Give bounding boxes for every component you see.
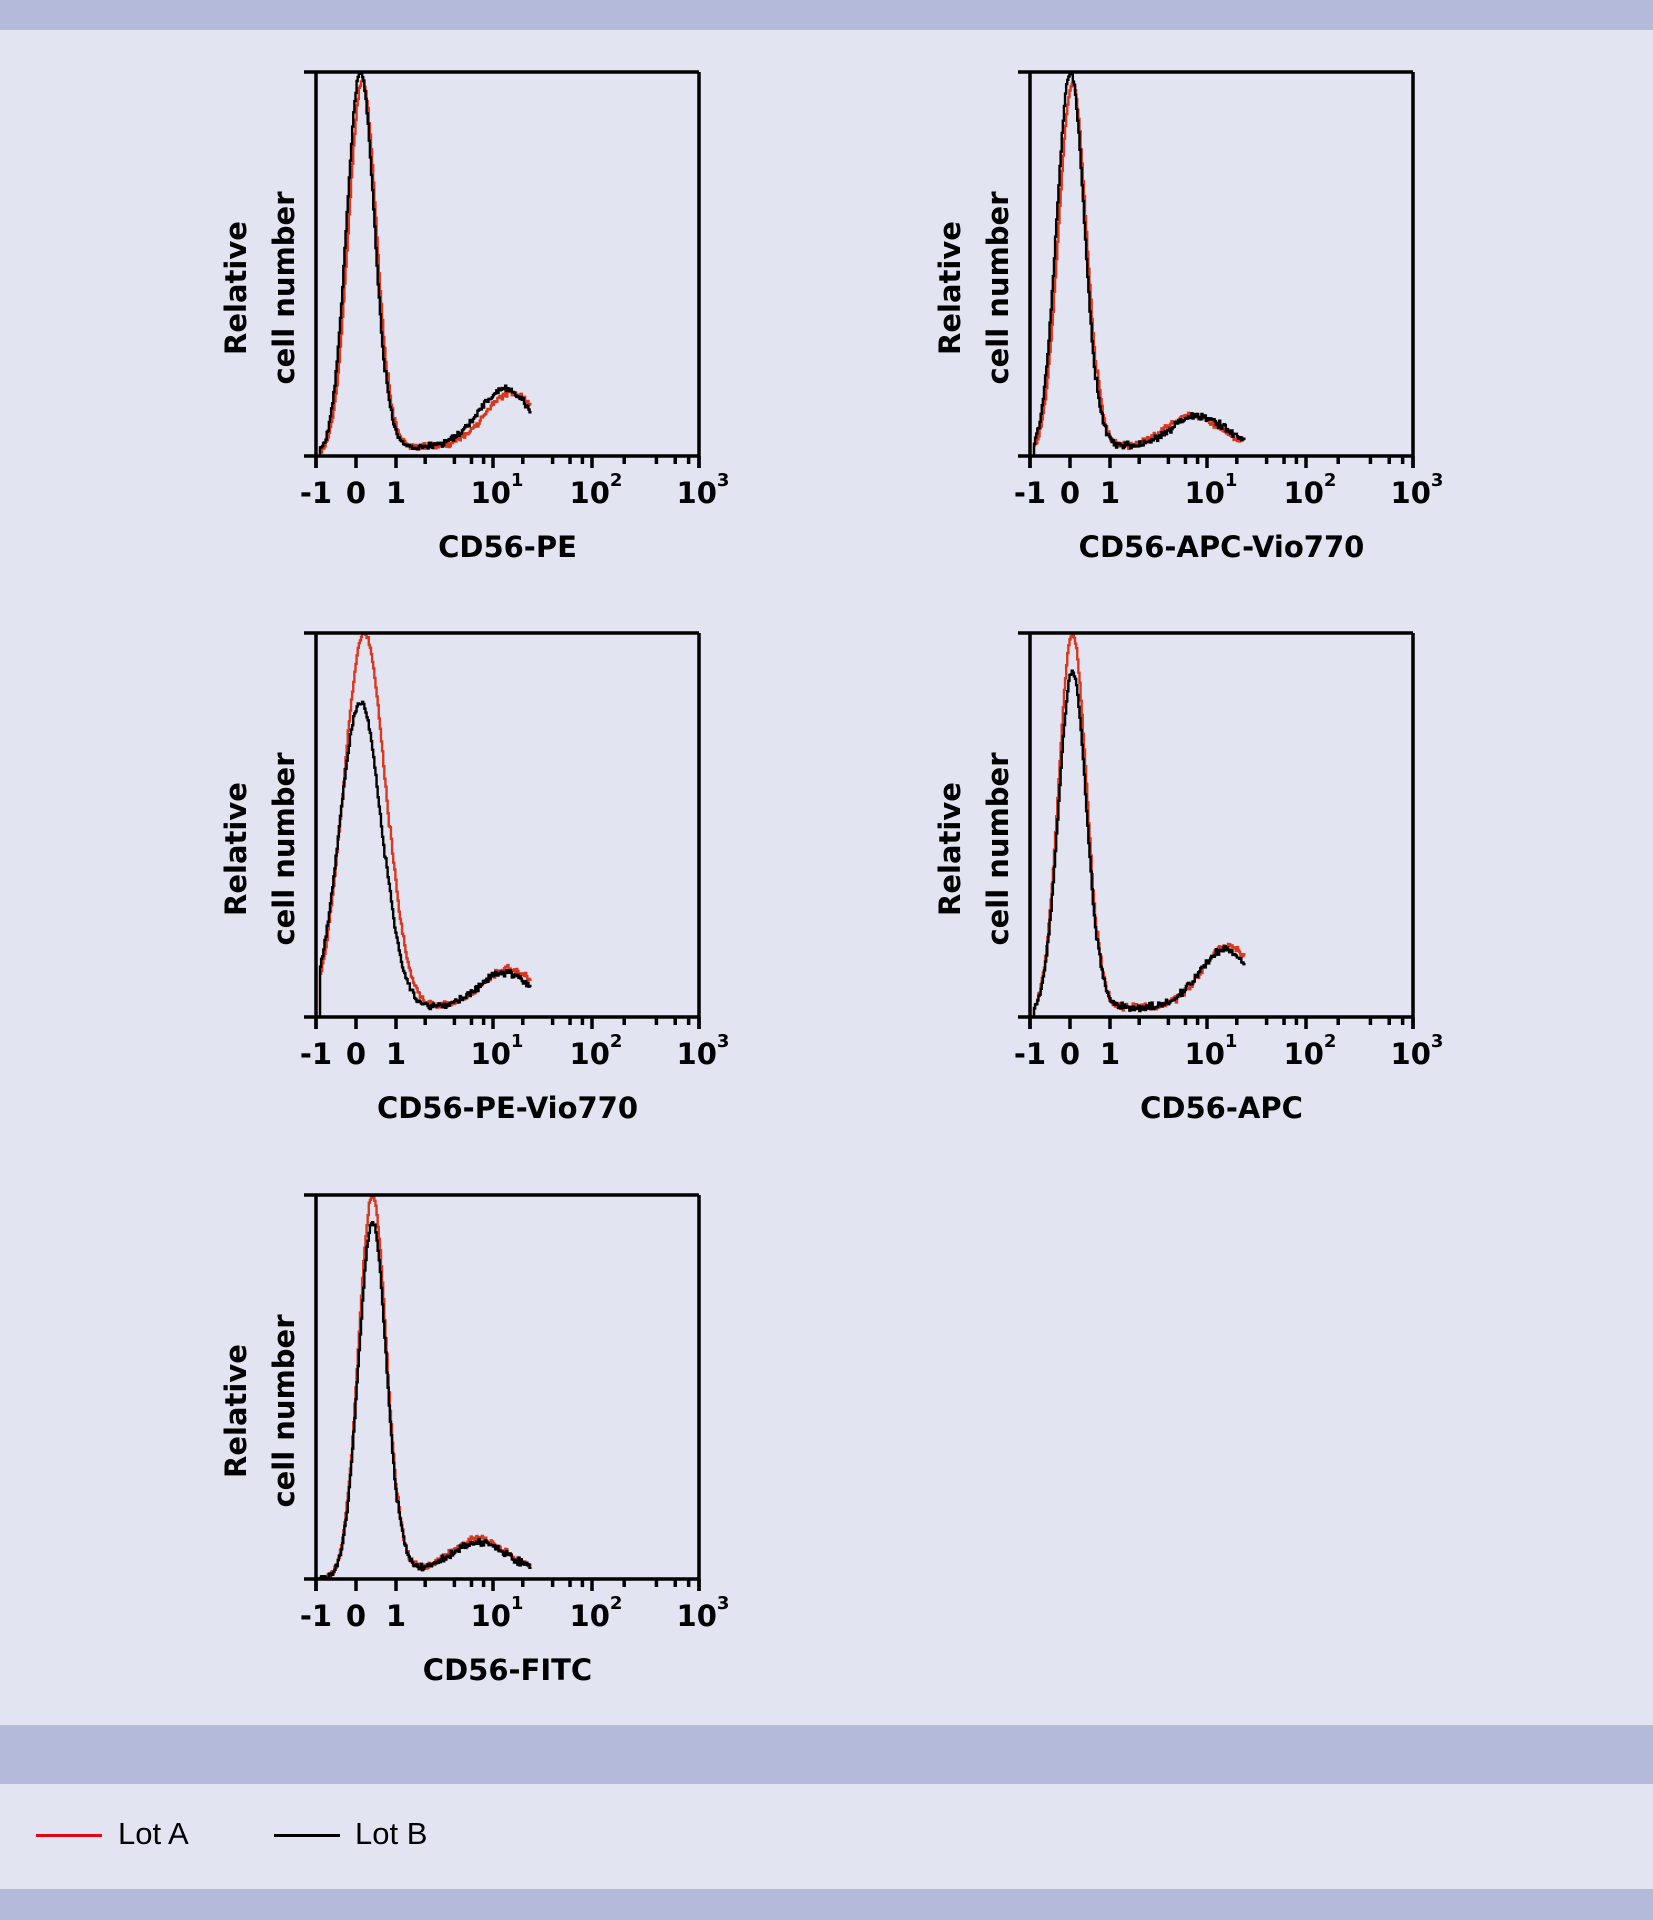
lot-b-histogram: [318, 70, 532, 456]
x-tick-label: -1: [1013, 1037, 1047, 1071]
x-axis-title: CD56-APC: [1140, 1091, 1303, 1125]
x-tick-label: 102: [569, 1031, 623, 1071]
x-axis-title: CD56-PE: [438, 530, 577, 564]
separator-band: [0, 1725, 1653, 1784]
x-tick-label: -1: [1013, 476, 1047, 510]
histogram-plot: [304, 1193, 701, 1591]
lot-a-histogram: [1032, 81, 1246, 456]
header-band: [0, 0, 1653, 30]
x-tick-label: 0: [1059, 476, 1081, 510]
x-tick-label: 103: [676, 1593, 730, 1633]
legend-swatch-red-line-icon: [36, 1834, 102, 1837]
lot-b-histogram: [318, 1220, 532, 1581]
x-axis-title: CD56-APC-Vio770: [1078, 530, 1365, 564]
x-tick-label: 101: [1184, 470, 1238, 510]
lot-a-histogram: [1032, 631, 1246, 1017]
x-tick-label: 101: [470, 1031, 524, 1071]
legend-swatch-black-line-icon: [274, 1834, 340, 1837]
histogram-plot: [304, 631, 701, 1029]
x-tick-label: 1: [1099, 476, 1121, 510]
histogram-cd56-pe: Relative cell number CD56-PE -1 0 1 101 102 1…: [160, 40, 860, 564]
x-tick-label: 102: [569, 1593, 623, 1633]
x-tick-label: 102: [1283, 470, 1337, 510]
legend-label: Lot A: [118, 1816, 189, 1851]
x-tick-label: 103: [676, 470, 730, 510]
x-tick-label: 1: [385, 1037, 407, 1071]
x-tick-label: 1: [1099, 1037, 1121, 1071]
x-tick-label: 0: [345, 1037, 367, 1071]
lot-a-histogram: [318, 78, 532, 456]
x-tick-label: 102: [1283, 1031, 1337, 1071]
lot-a-histogram: [318, 631, 532, 1017]
x-axis-title: CD56-FITC: [422, 1653, 593, 1687]
x-tick-label: 101: [470, 470, 524, 510]
footer-band: [0, 1889, 1653, 1920]
x-tick-label: 0: [345, 1599, 367, 1633]
histogram-plot: [1018, 70, 1415, 468]
histogram-plot: [1018, 631, 1415, 1029]
lot-a-histogram: [320, 1193, 532, 1581]
x-tick-label: 1: [385, 1599, 407, 1633]
lot-b-histogram: [1032, 669, 1246, 1017]
x-tick-label: 103: [1390, 1031, 1444, 1071]
x-tick-label: 103: [676, 1031, 730, 1071]
histogram-cd56-apc-vio770: Relative cell number CD56-APC-Vio770 -1 0…: [874, 40, 1574, 564]
x-tick-label: -1: [299, 476, 333, 510]
x-tick-label: 102: [569, 470, 623, 510]
histogram-cd56-fitc: Relative cell number CD56-FITC -1 0 1 101 10…: [160, 1163, 860, 1687]
x-tick-label: 101: [470, 1593, 524, 1633]
x-tick-label: -1: [299, 1599, 333, 1633]
histogram-plot: [304, 70, 701, 468]
histogram-cd56-pe-vio770: Relative cell number CD56-PE-Vio770 -1 0 1…: [160, 601, 860, 1125]
legend-label: Lot B: [355, 1816, 428, 1851]
lot-b-histogram: [318, 700, 532, 1017]
x-axis-title: CD56-PE-Vio770: [376, 1091, 639, 1125]
lot-b-histogram: [1032, 70, 1246, 456]
x-tick-label: 0: [345, 476, 367, 510]
x-tick-label: 0: [1059, 1037, 1081, 1071]
x-tick-label: 103: [1390, 470, 1444, 510]
x-tick-label: 101: [1184, 1031, 1238, 1071]
x-tick-label: 1: [385, 476, 407, 510]
histogram-cd56-apc: Relative cell number CD56-APC -1 0 1 101 102…: [874, 601, 1574, 1125]
x-tick-label: -1: [299, 1037, 333, 1071]
